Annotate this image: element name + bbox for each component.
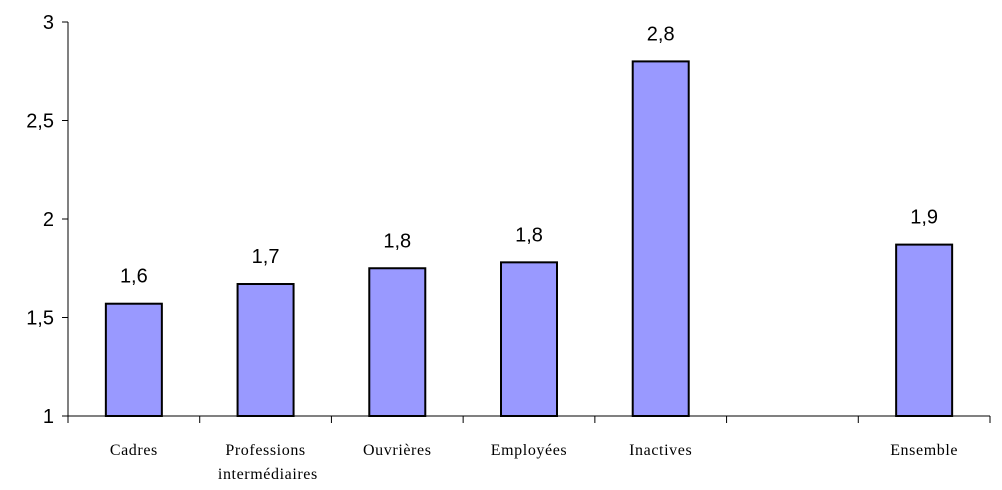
bar — [895, 243, 954, 417]
value-label: 1,9 — [910, 207, 938, 229]
bar — [236, 283, 295, 418]
bar — [631, 60, 690, 418]
value-label: 1,7 — [252, 246, 280, 268]
value-label: 1,8 — [515, 224, 543, 246]
y-tick-label: 2 — [43, 209, 54, 231]
x-tick-label: Employées — [491, 442, 568, 459]
x-tick-label: Professions intermédiaires — [213, 442, 318, 483]
x-tick-label: Cadres — [110, 442, 158, 459]
value-label: 1,8 — [383, 230, 411, 252]
x-tick-label: Ensemble — [890, 442, 958, 459]
value-label: 1,6 — [120, 266, 148, 288]
bar — [368, 267, 427, 417]
y-tick-label: 3 — [43, 12, 54, 34]
x-tick-label: Ouvrières — [363, 442, 432, 459]
value-label: 2,8 — [647, 23, 675, 45]
bar — [500, 261, 558, 417]
y-tick-label: 2,5 — [26, 111, 54, 133]
y-tick-label: 1,5 — [26, 308, 54, 330]
x-tick-label: Inactives — [629, 442, 692, 459]
bar — [104, 302, 163, 417]
y-tick-label: 1 — [43, 406, 54, 428]
